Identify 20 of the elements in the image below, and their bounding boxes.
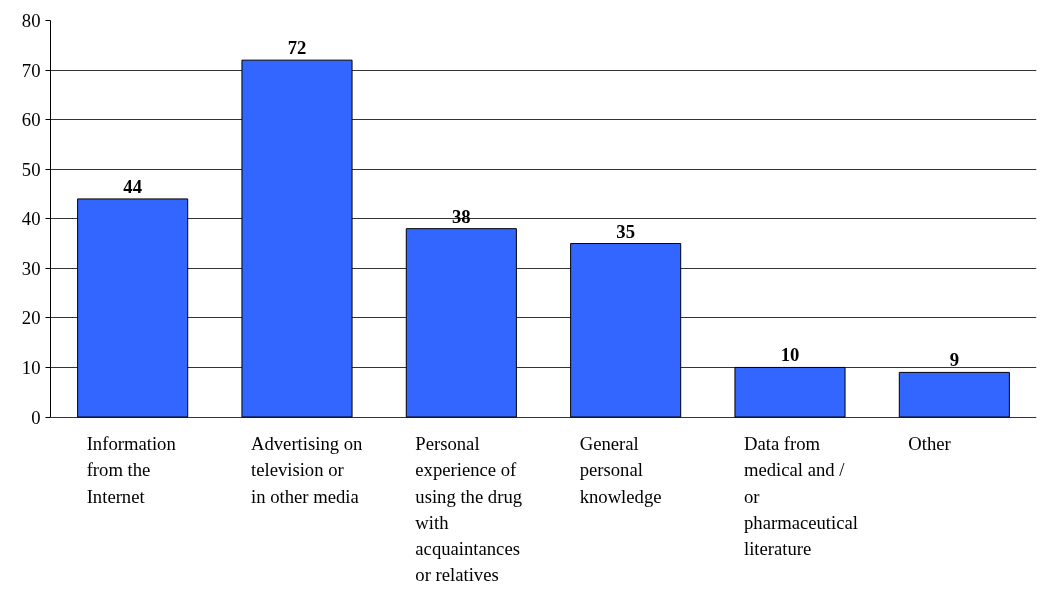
y-tick-label: 70 xyxy=(21,59,41,81)
data-label: 9 xyxy=(949,349,959,371)
y-tick-label: 0 xyxy=(31,406,41,428)
y-tick-label: 50 xyxy=(21,158,41,180)
y-tick-label: 20 xyxy=(21,307,41,329)
x-tick-label: Other xyxy=(908,433,952,454)
y-tick-label: 60 xyxy=(21,109,41,131)
x-tick-label: Data from medical and / or pharmaceutical literature xyxy=(743,433,858,559)
data-label: 72 xyxy=(287,37,307,59)
data-label: 44 xyxy=(123,175,142,197)
y-tick-label: 80 xyxy=(21,10,41,31)
x-tick-label: General personal knowledge xyxy=(579,433,662,507)
x-tick-label: Advertising on television or in other media xyxy=(250,433,364,507)
y-tick-label: 10 xyxy=(21,356,41,378)
x-tick-label: Information from the Internet xyxy=(86,433,177,507)
data-label: 35 xyxy=(616,220,635,242)
data-label: 10 xyxy=(780,344,800,366)
y-tick-label: 40 xyxy=(21,208,41,230)
y-tick-label: 30 xyxy=(21,257,41,279)
x-tick-label: Personal experience of using the drug with acquaintances or relatives xyxy=(415,433,523,586)
